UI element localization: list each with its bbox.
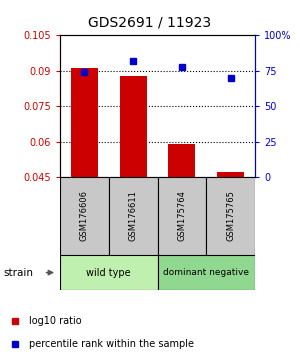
Bar xyxy=(169,144,195,177)
Bar xyxy=(60,255,158,290)
Text: GSM176606: GSM176606 xyxy=(80,190,89,241)
Text: dominant negative: dominant negative xyxy=(163,268,249,277)
Text: GSM176611: GSM176611 xyxy=(129,190,138,241)
Text: GDS2691 / 11923: GDS2691 / 11923 xyxy=(88,16,212,30)
Text: GSM175765: GSM175765 xyxy=(226,190,235,241)
Bar xyxy=(71,68,98,177)
Bar xyxy=(217,172,244,177)
Text: percentile rank within the sample: percentile rank within the sample xyxy=(29,339,194,349)
Text: GSM175764: GSM175764 xyxy=(177,190,186,241)
Bar xyxy=(158,255,255,290)
Bar xyxy=(120,75,146,177)
Bar xyxy=(60,177,109,255)
Text: log10 ratio: log10 ratio xyxy=(29,316,82,326)
Bar xyxy=(109,177,158,255)
Bar xyxy=(158,177,206,255)
Bar xyxy=(206,177,255,255)
Text: strain: strain xyxy=(3,268,33,278)
Text: wild type: wild type xyxy=(86,268,131,278)
